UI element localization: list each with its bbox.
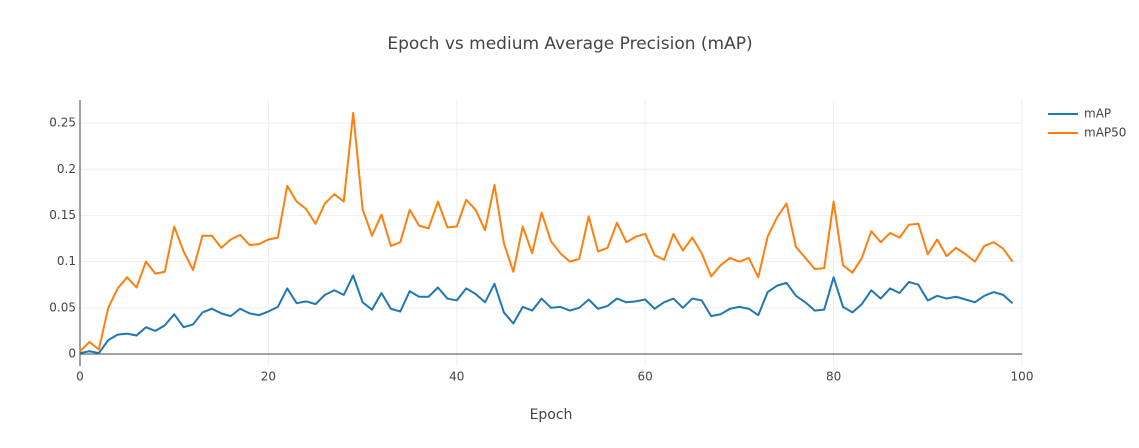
- x-tick-label: 60: [638, 370, 653, 384]
- legend-label: mAP50: [1084, 126, 1126, 140]
- y-tick-label: 0.25: [49, 116, 76, 130]
- chart-title: Epoch vs medium Average Precision (mAP): [387, 34, 752, 54]
- line-series: [79, 274, 1014, 355]
- y-tick-label: 0.15: [49, 208, 76, 222]
- x-tick-label: 40: [449, 370, 464, 384]
- x-axis-title: Epoch: [530, 407, 573, 423]
- legend-label: mAP: [1084, 107, 1111, 121]
- x-tick-label: 0: [76, 370, 84, 384]
- x-tick-label: 20: [261, 370, 276, 384]
- x-tick-label: 100: [1011, 370, 1034, 384]
- y-tick-label: 0.2: [57, 162, 76, 176]
- y-tick-label: 0: [68, 346, 76, 360]
- y-tick-label: 0.1: [57, 254, 76, 268]
- x-tick-label: 80: [826, 370, 841, 384]
- y-tick-label: 0.05: [49, 300, 76, 314]
- line-series: [79, 111, 1014, 352]
